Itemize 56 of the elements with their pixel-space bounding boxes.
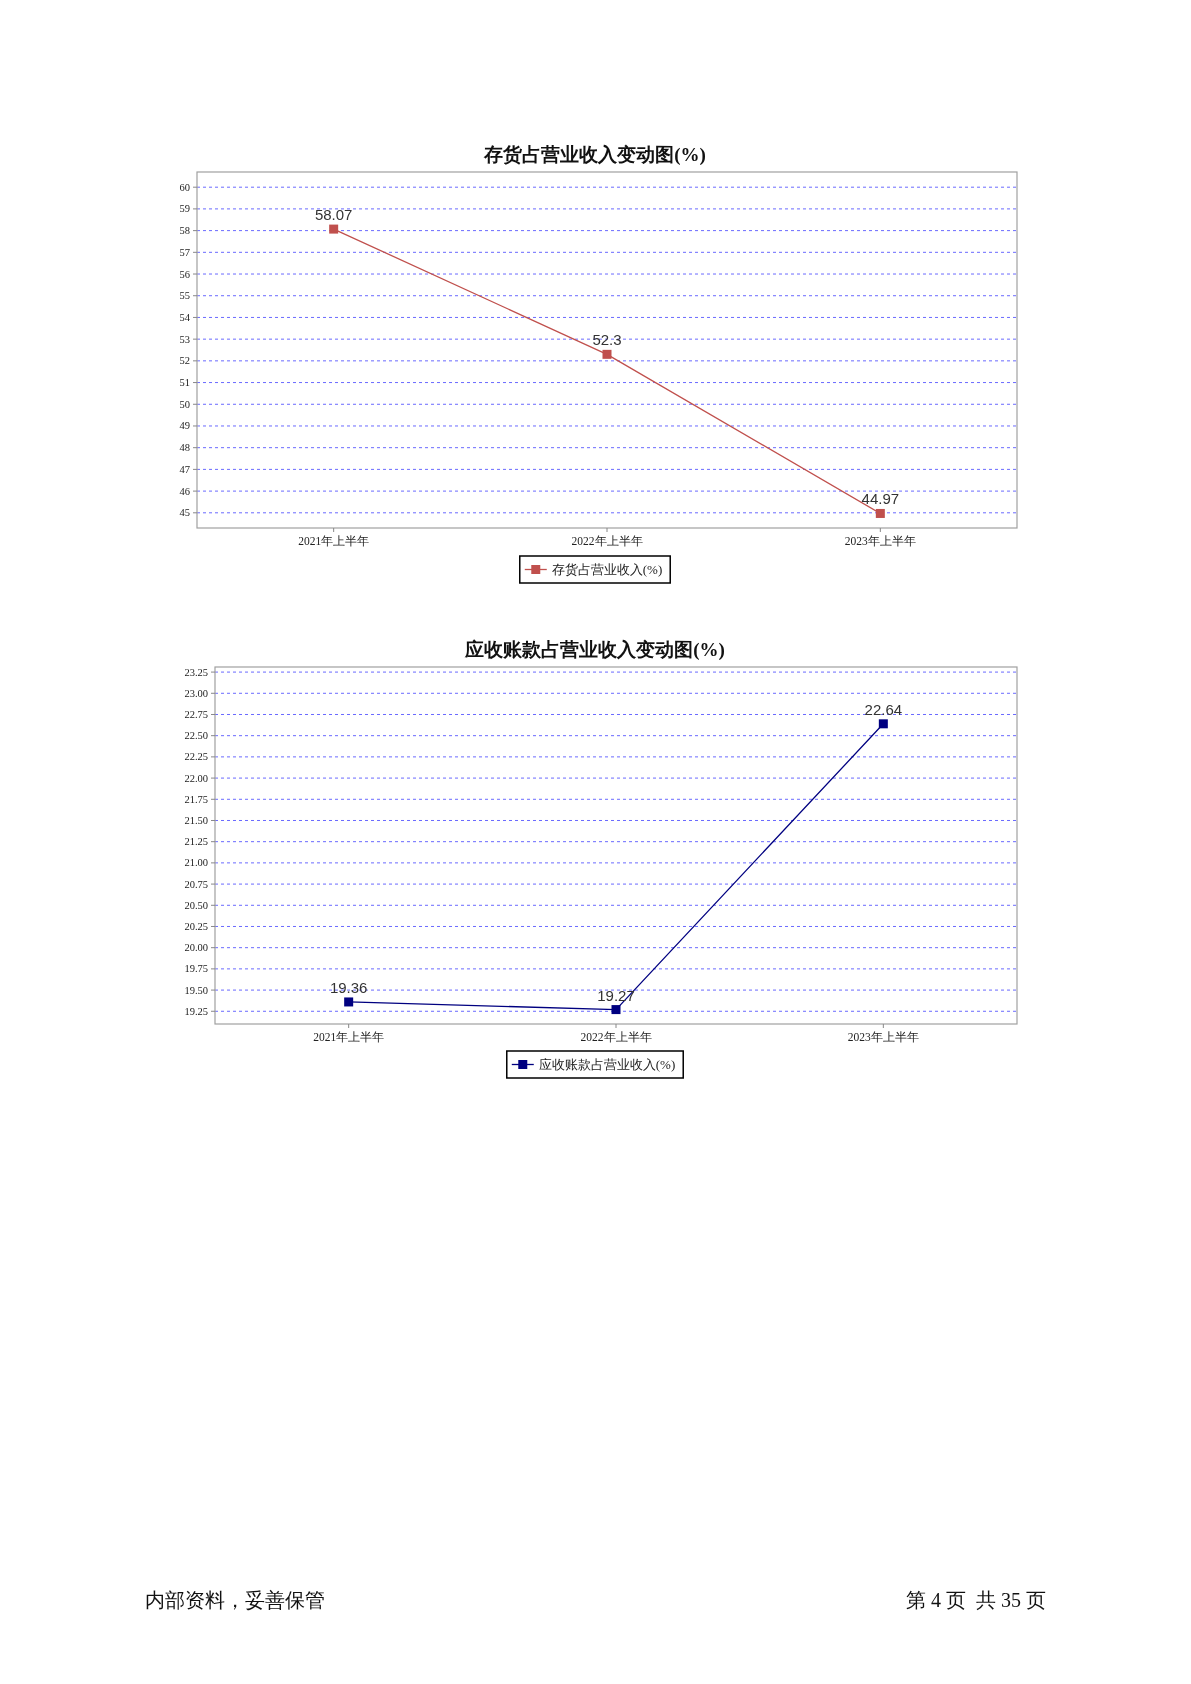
y-tick-label: 23.25 (184, 666, 208, 678)
y-tick-label: 22.00 (184, 772, 208, 784)
y-tick-label: 60 (179, 181, 190, 193)
y-tick-label: 20.75 (184, 878, 208, 890)
legend-label: 存货占营业收入(%) (551, 562, 663, 577)
y-tick-label: 21.75 (184, 793, 208, 805)
y-tick-label: 19.75 (184, 963, 208, 975)
data-label: 19.36 (329, 978, 368, 996)
y-tick-label: 47 (179, 463, 190, 475)
y-tick-label: 49 (179, 420, 190, 432)
y-tick-label: 56 (179, 268, 190, 280)
y-tick-label: 22.75 (184, 708, 208, 720)
x-tick-label: 2022年上半年 (571, 535, 643, 547)
y-tick-label: 58 (179, 225, 190, 237)
y-tick-label: 51 (179, 377, 190, 389)
data-label: 58.07 (314, 206, 353, 224)
y-tick-label: 52 (179, 355, 190, 367)
text: 第 4 页 共 35 页 (906, 1589, 1046, 1611)
point (875, 508, 885, 518)
y-tick-label: 23.00 (184, 687, 208, 699)
y-tick-label: 55 (179, 290, 190, 302)
x-tick-label: 2022年上半年 (580, 1031, 652, 1043)
legend-label: 应收账款占营业收入(%) (538, 1057, 676, 1072)
y-tick-label: 22.25 (184, 751, 208, 763)
y-tick-label: 57 (179, 246, 190, 258)
y-tick-label: 48 (179, 442, 190, 454)
point (611, 1005, 621, 1015)
x-tick-label: 2021年上半年 (298, 535, 370, 547)
y-tick-label: 46 (179, 485, 190, 497)
point (329, 224, 339, 234)
y-tick-label: 20.25 (184, 920, 208, 932)
data-label: 44.97 (861, 490, 900, 508)
x-tick-label: 2023年上半年 (844, 535, 916, 547)
point (344, 997, 354, 1007)
chart-title: 存货占营业收入变动图(%) (483, 144, 706, 166)
y-tick-label: 21.00 (184, 857, 208, 869)
data-label: 52.3 (592, 331, 622, 349)
chart-title: 应收账款占营业收入变动图(%) (464, 639, 725, 661)
y-tick-label: 20.50 (184, 899, 208, 911)
x-tick-label: 2021年上半年 (313, 1031, 385, 1043)
y-tick-label: 22.50 (184, 730, 208, 742)
text: 内部资料，妥善保管 (145, 1589, 325, 1611)
y-tick-label: 54 (179, 311, 191, 323)
y-tick-label: 45 (179, 507, 190, 519)
y-tick-label: 59 (179, 203, 190, 215)
y-tick-label: 19.50 (184, 984, 208, 996)
y-tick-label: 53 (179, 333, 190, 345)
point (878, 719, 888, 729)
y-tick-label: 21.50 (184, 814, 208, 826)
data-label: 22.64 (864, 700, 903, 718)
point (602, 349, 612, 359)
y-tick-label: 19.25 (184, 1005, 208, 1017)
y-tick-label: 21.25 (184, 836, 208, 848)
y-tick-label: 50 (179, 398, 190, 410)
x-tick-label: 2023年上半年 (847, 1031, 919, 1043)
y-tick-label: 20.00 (184, 942, 208, 954)
